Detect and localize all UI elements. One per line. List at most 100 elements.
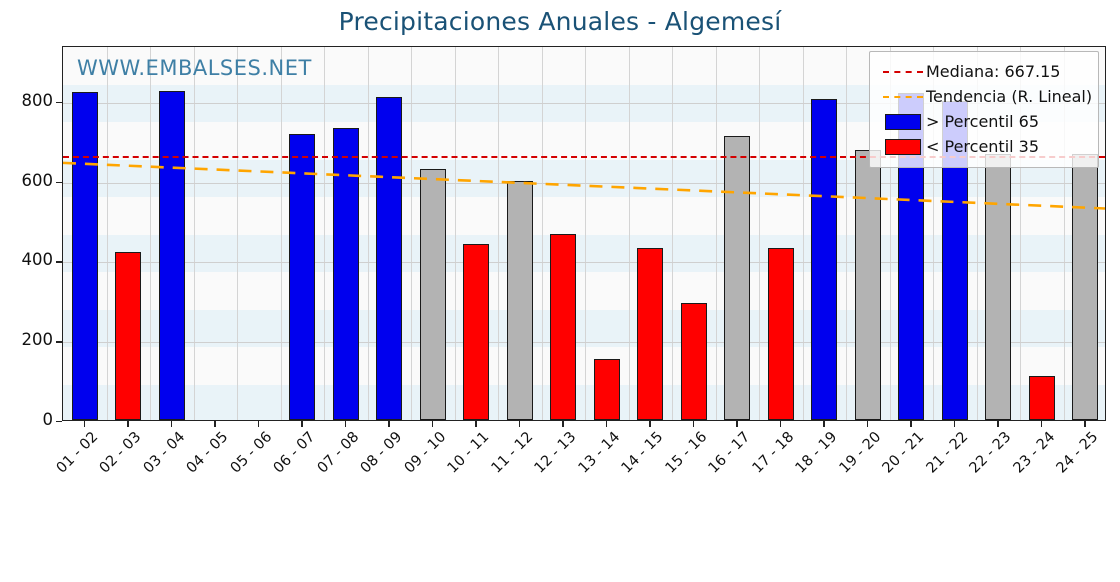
bar [332, 128, 359, 420]
legend-color-swatch [885, 113, 921, 130]
gridline-horizontal [63, 262, 1105, 264]
gridline-vertical [1064, 47, 1065, 420]
y-tick-label: 600 [21, 170, 54, 190]
x-tick-mark [823, 421, 825, 427]
legend-item[interactable]: Mediana: 667.15 [880, 59, 1088, 84]
bar [419, 169, 446, 420]
legend-dash-swatch [883, 70, 923, 73]
y-tick-mark [56, 261, 62, 263]
legend-dash-swatch [883, 95, 923, 98]
background-band [63, 384, 1105, 420]
gridline-vertical [846, 47, 847, 420]
x-tick-mark [301, 421, 303, 427]
x-tick-mark [866, 421, 869, 427]
bar [1028, 375, 1055, 420]
bar [1072, 153, 1099, 420]
legend-label: < Percentil 35 [926, 137, 1040, 156]
bar [289, 133, 316, 420]
x-tick-mark [779, 421, 782, 427]
gridline-vertical [629, 47, 630, 420]
bar [767, 248, 794, 420]
legend-label: Mediana: 667.15 [926, 62, 1061, 81]
gridline-vertical [672, 47, 673, 420]
x-tick-mark [1040, 421, 1043, 427]
gridline-vertical [542, 47, 543, 420]
y-tick-mark [56, 181, 62, 184]
gridline-vertical [455, 47, 456, 420]
bar [854, 150, 881, 420]
x-tick-mark [692, 421, 695, 427]
gridline-vertical [411, 47, 412, 420]
bar [506, 181, 533, 420]
x-tick-mark [518, 421, 521, 427]
x-tick-mark [1084, 421, 1086, 427]
gridline-vertical [803, 47, 804, 420]
x-tick-mark [953, 421, 956, 427]
x-tick-mark [997, 421, 999, 427]
legend-label: Tendencia (R. Lineal) [926, 87, 1093, 106]
x-tick-mark [127, 421, 129, 427]
gridline-vertical [498, 47, 499, 420]
gridline-vertical [150, 47, 151, 420]
x-tick-mark [170, 421, 173, 427]
gridline-vertical [977, 47, 978, 420]
gridline-vertical [324, 47, 325, 420]
x-tick-mark [344, 421, 347, 427]
trend-line [63, 161, 1105, 210]
bar [724, 136, 751, 420]
watermark-text: WWW.EMBALSES.NET [77, 56, 312, 80]
gridline-horizontal [63, 182, 1105, 184]
x-tick-mark [431, 421, 434, 427]
gridline-vertical [585, 47, 586, 420]
x-tick-mark [257, 421, 260, 427]
y-tick-mark [56, 421, 62, 423]
legend-item[interactable]: < Percentil 35 [880, 134, 1088, 159]
chart-legend[interactable]: Mediana: 667.15 Tendencia (R. Lineal) > Pe… [869, 51, 1099, 168]
bar [463, 243, 490, 420]
x-tick-mark [910, 421, 912, 427]
legend-item[interactable]: > Percentil 65 [880, 109, 1088, 134]
gridline-vertical [237, 47, 238, 420]
chart-title: Precipitaciones Anuales - Algemesí [338, 7, 782, 36]
chart-figure: Precipitaciones Anuales - Algemesí WWW.E… [21, 7, 1106, 477]
bar [71, 92, 98, 420]
gridline-horizontal [63, 102, 1105, 104]
legend-color-swatch [885, 138, 921, 155]
x-tick-mark [388, 421, 390, 427]
gridline-vertical [759, 47, 760, 420]
x-tick-mark [736, 421, 738, 427]
bar [680, 302, 707, 420]
x-tick-mark [605, 421, 608, 427]
x-tick-mark [562, 421, 564, 427]
y-tick-label: 400 [21, 250, 54, 270]
y-tick-label: 200 [21, 330, 54, 350]
bar [550, 233, 577, 420]
gridline-vertical [890, 47, 891, 420]
bar [158, 90, 185, 420]
gridline-vertical [1020, 47, 1021, 420]
gridline-vertical [281, 47, 282, 420]
median-line [63, 155, 1105, 158]
x-tick-mark [475, 421, 477, 427]
bar [811, 98, 838, 420]
x-tick-mark [649, 421, 651, 427]
bar [376, 96, 403, 420]
y-tick-label: 0 [42, 410, 54, 429]
legend-label: > Percentil 65 [926, 112, 1040, 131]
legend-item[interactable]: Tendencia (R. Lineal) [880, 84, 1092, 109]
y-tick-mark [56, 341, 62, 343]
x-tick-mark [83, 421, 86, 427]
gridline-vertical [716, 47, 717, 420]
y-tick-label: 800 [21, 90, 54, 110]
background-band [63, 234, 1105, 272]
gridline-vertical [107, 47, 108, 420]
bar [593, 358, 620, 420]
gridline-vertical [194, 47, 195, 420]
x-tick-mark [214, 421, 216, 427]
gridline-vertical [368, 47, 369, 420]
gridline-vertical [933, 47, 934, 420]
bar [637, 248, 664, 420]
bar [115, 251, 142, 420]
y-tick-mark [56, 101, 62, 104]
background-band [63, 309, 1105, 347]
